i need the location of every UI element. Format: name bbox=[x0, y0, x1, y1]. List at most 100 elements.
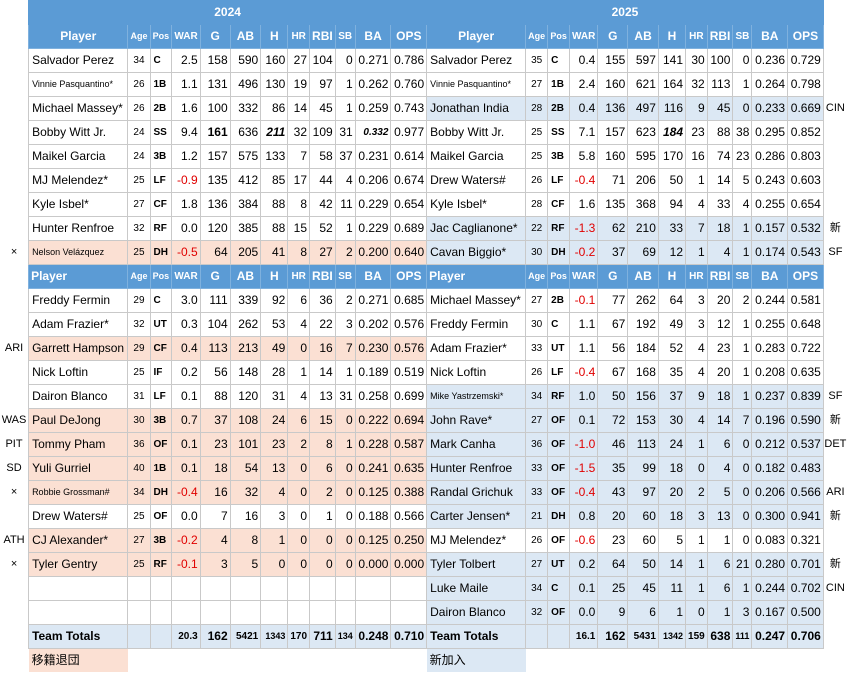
batting-average-2025: 0.264 bbox=[751, 72, 789, 97]
player-name-2025: Tyler Tolbert bbox=[426, 552, 527, 577]
right-note bbox=[823, 529, 847, 553]
ops-2024: 0.576 bbox=[390, 312, 428, 337]
home-runs-2024: 4 bbox=[287, 384, 311, 409]
right-note bbox=[823, 337, 847, 361]
stolen-bases-2025: 38 bbox=[732, 120, 753, 145]
batting-average-2025: 0.286 bbox=[751, 144, 789, 169]
side-spacer bbox=[823, 265, 847, 289]
col-header-ba: BA bbox=[354, 264, 392, 289]
left-note bbox=[0, 121, 29, 145]
position-2025: LF bbox=[547, 168, 571, 193]
war-2025: 1.6 bbox=[569, 192, 599, 217]
age-2024: 27 bbox=[127, 528, 151, 553]
age-2025: 25 bbox=[525, 120, 549, 145]
right-note bbox=[823, 73, 847, 97]
right-note: 新 bbox=[829, 558, 841, 570]
war-2024: 2.5 bbox=[171, 48, 201, 73]
war-2024: 0.7 bbox=[171, 408, 201, 433]
player-name-2025: Mark Canha bbox=[426, 432, 527, 457]
hits-2025: 30 bbox=[657, 408, 687, 433]
position-2025: UT bbox=[547, 336, 571, 361]
batting-average-2025: 0.157 bbox=[751, 216, 789, 241]
ops-2024: 0.614 bbox=[390, 144, 428, 169]
age-2024 bbox=[127, 600, 151, 625]
batting-average-2024: 0.229 bbox=[354, 192, 392, 217]
right-note: 新 bbox=[829, 414, 841, 426]
war-2025: 0.1 bbox=[569, 576, 599, 601]
stolen-bases-2025: 23 bbox=[732, 144, 753, 169]
left-note: WAS bbox=[1, 414, 27, 426]
rbi-2025: 14 bbox=[706, 408, 734, 433]
rbi-2024: 36 bbox=[309, 288, 336, 313]
at-bats-2024: 5 bbox=[229, 552, 262, 577]
player-name-2025: Maikel Garcia bbox=[426, 144, 527, 169]
position-2024: 2B bbox=[149, 96, 173, 121]
player-name-2024: Paul DeJong bbox=[28, 408, 129, 433]
batting-average-2024: 0.222 bbox=[354, 408, 392, 433]
home-runs-2024: 6 bbox=[287, 408, 311, 433]
home-runs-2025: 32 bbox=[685, 72, 708, 97]
player-name-2025: Luke Maile bbox=[426, 576, 527, 601]
player-name-2024: Drew Waters# bbox=[28, 504, 129, 529]
stolen-bases-2025: 0 bbox=[732, 48, 753, 73]
ops-2024: 0.587 bbox=[390, 432, 428, 457]
position-2025: OF bbox=[547, 480, 571, 505]
hits-2025: 116 bbox=[657, 96, 687, 121]
right-note bbox=[823, 457, 847, 481]
ops-2025: 0.941 bbox=[787, 504, 824, 529]
hits-2025: 5 bbox=[657, 528, 687, 553]
games-2025: 35 bbox=[597, 456, 629, 481]
column-header-row: Player Age Pos WAR G AB H HR RBI SB BA OPS Player Age… bbox=[0, 24, 847, 49]
stolen-bases-2024 bbox=[334, 600, 356, 625]
rbi-2024: 109 bbox=[309, 120, 336, 145]
stolen-bases-2024: 0 bbox=[334, 480, 356, 505]
col-header-pos: Pos bbox=[547, 264, 571, 289]
player-name-2025: Adam Frazier* bbox=[426, 336, 527, 361]
stolen-bases-2025: 3 bbox=[732, 600, 753, 625]
position-2025: UT bbox=[547, 552, 571, 577]
hits-2024: 92 bbox=[260, 288, 289, 313]
stolen-bases-2025: 5 bbox=[732, 168, 753, 193]
side-spacer bbox=[0, 25, 29, 49]
batting-average-2024 bbox=[354, 576, 392, 601]
player-name-2025: Nick Loftin bbox=[426, 360, 527, 385]
hits-2024: 1 bbox=[260, 528, 289, 553]
left-note: PIT bbox=[5, 438, 23, 450]
team-totals-row: Team Totals 20.3 162 5421 1343 170 711 134 0.248… bbox=[0, 624, 847, 649]
hits-2024: 13 bbox=[260, 456, 289, 481]
total-stat-l: 5421 bbox=[229, 624, 262, 649]
stolen-bases-2024 bbox=[334, 576, 356, 601]
player-name-2025: Jonathan India bbox=[426, 96, 527, 121]
player-name-2025: Dairon Blanco bbox=[426, 600, 527, 625]
games-2025: 136 bbox=[597, 96, 629, 121]
at-bats-2025: 6 bbox=[627, 600, 659, 625]
empty-cell bbox=[547, 624, 571, 649]
age-2024: 26 bbox=[127, 72, 151, 97]
ops-2025: 0.803 bbox=[787, 144, 824, 169]
player-name-2024: Tyler Gentry bbox=[28, 552, 129, 577]
ops-2024: 0.654 bbox=[390, 192, 428, 217]
hits-2025: 164 bbox=[657, 72, 687, 97]
batting-average-2025: 0.083 bbox=[751, 528, 789, 553]
age-2025: 30 bbox=[525, 312, 549, 337]
at-bats-2024: 332 bbox=[229, 96, 262, 121]
home-runs-2024 bbox=[287, 600, 311, 625]
games-2024: 135 bbox=[199, 168, 231, 193]
war-2024: 1.8 bbox=[171, 192, 201, 217]
war-2024: 1.1 bbox=[171, 72, 201, 97]
age-2024: 31 bbox=[127, 384, 151, 409]
games-2025: 72 bbox=[597, 408, 629, 433]
age-2024: 40 bbox=[127, 456, 151, 481]
player-name-2024: Robbie Grossman# bbox=[28, 480, 129, 505]
col-header-h: H bbox=[260, 264, 289, 289]
ops-2025: 0.321 bbox=[787, 528, 824, 553]
war-2024: 9.4 bbox=[171, 120, 201, 145]
home-runs-2025: 3 bbox=[685, 312, 708, 337]
war-2024: -0.9 bbox=[171, 168, 201, 193]
total-stat-l: 0.710 bbox=[390, 624, 428, 649]
right-note: SF bbox=[828, 246, 843, 258]
stolen-bases-2024: 0 bbox=[334, 48, 356, 73]
position-2024: 3B bbox=[149, 408, 173, 433]
position-2024: LF bbox=[149, 168, 173, 193]
batting-average-2024 bbox=[354, 600, 392, 625]
